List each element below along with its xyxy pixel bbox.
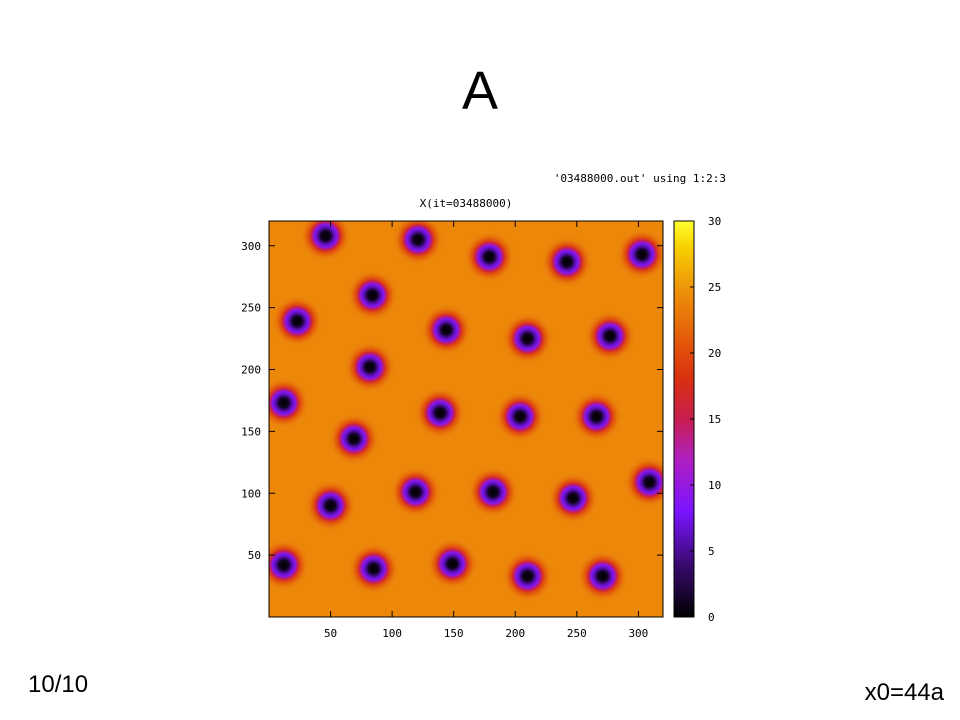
colorbar-tick-label: 10 bbox=[708, 479, 721, 492]
x-tick-label: 250 bbox=[567, 627, 587, 640]
legend-key: '03488000.out' using 1:2:3 bbox=[554, 172, 726, 185]
y-axis: 50 100 150 200 250 300 bbox=[241, 240, 663, 562]
spot-10 bbox=[584, 310, 637, 363]
spots-layer bbox=[269, 221, 663, 603]
spot-2 bbox=[391, 221, 444, 266]
x-tick-label: 300 bbox=[628, 627, 648, 640]
spot-17 bbox=[389, 466, 442, 519]
spot-19 bbox=[547, 472, 600, 525]
spot-3 bbox=[463, 230, 516, 283]
spot-14 bbox=[494, 390, 547, 443]
plot-frame bbox=[268, 220, 664, 618]
y-tick-label: 250 bbox=[241, 302, 261, 315]
spot-25 bbox=[501, 550, 554, 603]
colorbar-tick-label: 0 bbox=[708, 611, 715, 624]
slide-title: A bbox=[461, 61, 499, 121]
spot-4 bbox=[540, 235, 593, 288]
colorbar-ticks: 0 5 10 15 20 25 30 bbox=[690, 215, 721, 624]
spot-6 bbox=[346, 269, 399, 322]
colorbar-tick-label: 5 bbox=[708, 545, 715, 558]
spot-1 bbox=[299, 221, 352, 262]
spot-7 bbox=[271, 295, 324, 348]
x-tick-label: 100 bbox=[382, 627, 402, 640]
spot-8 bbox=[420, 303, 473, 356]
spot-16 bbox=[327, 412, 380, 465]
colorbar-tick-label: 30 bbox=[708, 215, 721, 228]
spot-11 bbox=[343, 341, 396, 394]
footer-note: x0=44a bbox=[864, 679, 944, 706]
x-tick-label: 50 bbox=[324, 627, 337, 640]
y-tick-label: 200 bbox=[241, 364, 261, 377]
spot-24 bbox=[426, 537, 479, 590]
spot-15 bbox=[570, 390, 623, 443]
page-counter: 10/10 bbox=[28, 671, 89, 698]
colorbar-tick-label: 15 bbox=[708, 413, 721, 426]
spot-22 bbox=[269, 539, 310, 592]
y-tick-label: 100 bbox=[241, 487, 261, 500]
plot-title: X(it=03488000) bbox=[420, 197, 513, 210]
y-tick-label: 50 bbox=[248, 549, 261, 562]
spot-18 bbox=[467, 466, 520, 519]
colorbar: 0 5 10 15 20 25 30 bbox=[673, 215, 721, 624]
y-tick-label: 150 bbox=[241, 425, 261, 438]
colorbar-tick-label: 20 bbox=[708, 347, 721, 360]
spot-21 bbox=[304, 479, 357, 532]
x-axis: 50 100 150 200 250 300 bbox=[324, 221, 648, 640]
spot-20 bbox=[623, 456, 663, 509]
colorbar-tick-label: 25 bbox=[708, 281, 721, 294]
spot-26 bbox=[576, 550, 629, 603]
x-tick-label: 150 bbox=[444, 627, 464, 640]
spot-9 bbox=[501, 312, 554, 365]
spot-23 bbox=[347, 542, 400, 595]
spot-12 bbox=[269, 376, 310, 429]
spot-13 bbox=[414, 386, 467, 439]
x-tick-label: 200 bbox=[505, 627, 525, 640]
y-tick-label: 300 bbox=[241, 240, 261, 253]
spot-5 bbox=[616, 228, 663, 281]
plot-area bbox=[268, 220, 664, 618]
